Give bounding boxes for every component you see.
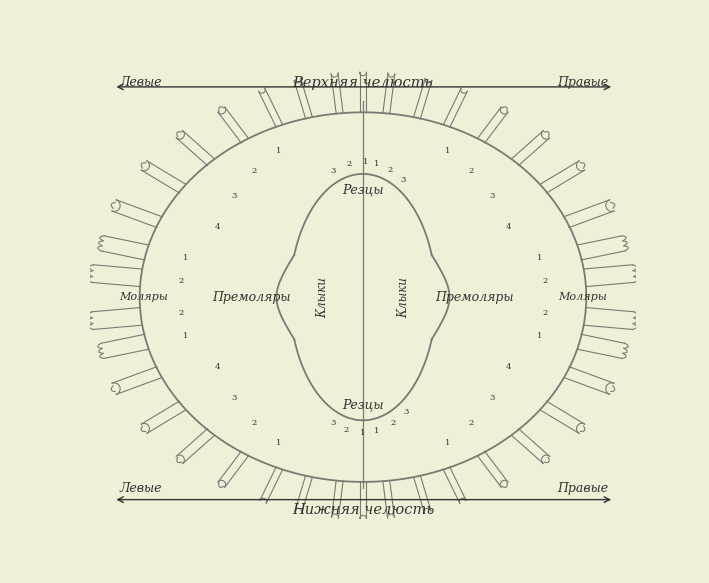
Text: 2: 2 <box>252 167 257 175</box>
Text: 4: 4 <box>215 223 220 231</box>
Text: 2: 2 <box>347 160 352 168</box>
Text: 2: 2 <box>388 166 393 174</box>
Text: 3: 3 <box>489 192 494 200</box>
Text: 2: 2 <box>344 426 349 434</box>
Text: 1: 1 <box>363 157 369 166</box>
Text: 1: 1 <box>374 427 379 434</box>
Text: 1: 1 <box>276 147 281 155</box>
Text: Правые: Правые <box>557 482 608 495</box>
Text: 2: 2 <box>178 309 184 317</box>
Text: Клыки: Клыки <box>316 277 329 318</box>
Text: Верхняя челюсть: Верхняя челюсть <box>293 76 433 90</box>
Text: 1: 1 <box>374 160 379 168</box>
Text: 2: 2 <box>391 419 396 427</box>
Text: 2: 2 <box>542 309 548 317</box>
Text: 3: 3 <box>330 419 335 427</box>
Text: 1: 1 <box>537 254 542 262</box>
Text: 2: 2 <box>542 278 548 285</box>
Text: 1: 1 <box>537 332 542 340</box>
Text: 4: 4 <box>506 223 511 231</box>
Text: 1: 1 <box>445 440 450 447</box>
Text: 3: 3 <box>489 395 494 402</box>
Text: Резцы: Резцы <box>342 183 384 196</box>
Text: Моляры: Моляры <box>119 292 168 302</box>
Text: 2: 2 <box>252 419 257 427</box>
Text: Правые: Правые <box>557 76 608 89</box>
Text: 2: 2 <box>469 167 474 175</box>
Text: Нижняя челюсть: Нижняя челюсть <box>292 503 434 517</box>
Text: 3: 3 <box>330 167 335 175</box>
Text: 2: 2 <box>469 419 474 427</box>
Text: 1: 1 <box>184 254 189 262</box>
Text: 3: 3 <box>401 175 406 184</box>
Text: 1: 1 <box>276 440 281 447</box>
Text: 2: 2 <box>178 278 184 285</box>
Text: Резцы: Резцы <box>342 398 384 411</box>
Text: 4: 4 <box>506 363 511 371</box>
Text: Премоляры: Премоляры <box>212 290 291 304</box>
Text: Моляры: Моляры <box>558 292 607 302</box>
Text: Клыки: Клыки <box>397 277 410 318</box>
Text: Левые: Левые <box>120 76 162 89</box>
Text: 1: 1 <box>360 429 366 437</box>
Text: 3: 3 <box>232 395 237 402</box>
Text: 1: 1 <box>184 332 189 340</box>
Text: Левые: Левые <box>120 482 162 495</box>
Text: Премоляры: Премоляры <box>435 290 514 304</box>
Text: 3: 3 <box>403 408 408 416</box>
Text: 1: 1 <box>445 147 450 155</box>
Text: 4: 4 <box>215 363 220 371</box>
Text: 3: 3 <box>232 192 237 200</box>
